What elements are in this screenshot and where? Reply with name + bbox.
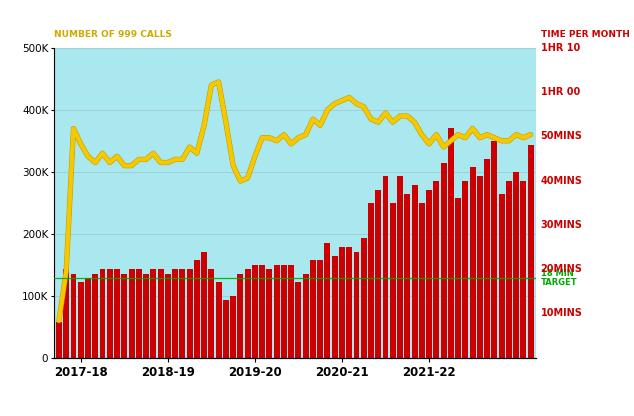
Bar	[179, 269, 185, 358]
Bar	[346, 247, 353, 358]
Bar	[513, 172, 519, 358]
Bar	[411, 185, 418, 358]
Bar	[63, 269, 69, 358]
Text: 30MINS: 30MINS	[541, 220, 583, 230]
Bar	[100, 269, 105, 358]
Text: 18 MIN
TARGET: 18 MIN TARGET	[541, 269, 577, 287]
Bar	[390, 203, 396, 358]
Bar	[85, 278, 91, 358]
Bar	[245, 269, 250, 358]
Text: 40MINS: 40MINS	[541, 176, 583, 186]
Bar	[266, 269, 273, 358]
Bar	[107, 269, 113, 358]
Bar	[56, 322, 62, 358]
Bar	[441, 163, 446, 358]
Bar	[237, 274, 243, 358]
Bar	[143, 274, 149, 358]
Bar	[186, 269, 193, 358]
Bar	[404, 194, 410, 358]
Bar	[295, 282, 301, 358]
Bar	[506, 181, 512, 358]
Text: 20MINS: 20MINS	[541, 264, 583, 274]
Bar	[339, 247, 345, 358]
Bar	[434, 181, 439, 358]
Bar	[158, 269, 164, 358]
Bar	[114, 269, 120, 358]
Text: 1HR 10: 1HR 10	[541, 43, 580, 53]
Bar	[397, 176, 403, 358]
Bar	[419, 203, 425, 358]
Bar	[136, 269, 142, 358]
Bar	[194, 260, 200, 358]
Text: NUMBER OF 999 CALLS: NUMBER OF 999 CALLS	[54, 30, 172, 39]
Text: 1HR 00: 1HR 00	[541, 87, 580, 97]
Bar	[317, 260, 323, 358]
Bar	[368, 203, 374, 358]
Bar	[288, 265, 294, 358]
Bar	[223, 300, 229, 358]
Text: TIME PER MONTH: TIME PER MONTH	[541, 30, 630, 39]
Bar	[78, 282, 84, 358]
Bar	[332, 256, 338, 358]
Bar	[499, 194, 505, 358]
Bar	[252, 265, 258, 358]
Bar	[470, 167, 476, 358]
Bar	[375, 190, 381, 358]
Bar	[484, 158, 490, 358]
Bar	[121, 274, 127, 358]
Bar	[361, 238, 366, 358]
Bar	[150, 269, 156, 358]
Bar	[310, 260, 316, 358]
Bar	[129, 269, 134, 358]
Text: 50MINS: 50MINS	[541, 131, 583, 141]
Bar	[93, 274, 98, 358]
Bar	[382, 176, 389, 358]
Bar	[230, 296, 236, 358]
Bar	[274, 265, 280, 358]
Bar	[527, 145, 534, 358]
Bar	[491, 141, 497, 358]
Bar	[354, 252, 359, 358]
Bar	[455, 198, 461, 358]
Bar	[426, 190, 432, 358]
Bar	[325, 243, 330, 358]
Bar	[281, 265, 287, 358]
Bar	[462, 181, 469, 358]
Bar	[477, 176, 483, 358]
Bar	[216, 282, 222, 358]
Bar	[209, 269, 214, 358]
Bar	[165, 274, 171, 358]
Text: 10MINS: 10MINS	[541, 309, 583, 319]
Bar	[448, 128, 454, 358]
Bar	[70, 274, 77, 358]
Text: WAITING TIMES FOR CATEGORY 2 AMBULANCE CALLS IN ENGLAND: WAITING TIMES FOR CATEGORY 2 AMBULANCE C…	[58, 17, 576, 31]
Bar	[521, 181, 526, 358]
Bar	[302, 274, 309, 358]
Bar	[172, 269, 178, 358]
Bar	[201, 252, 207, 358]
Bar	[259, 265, 265, 358]
